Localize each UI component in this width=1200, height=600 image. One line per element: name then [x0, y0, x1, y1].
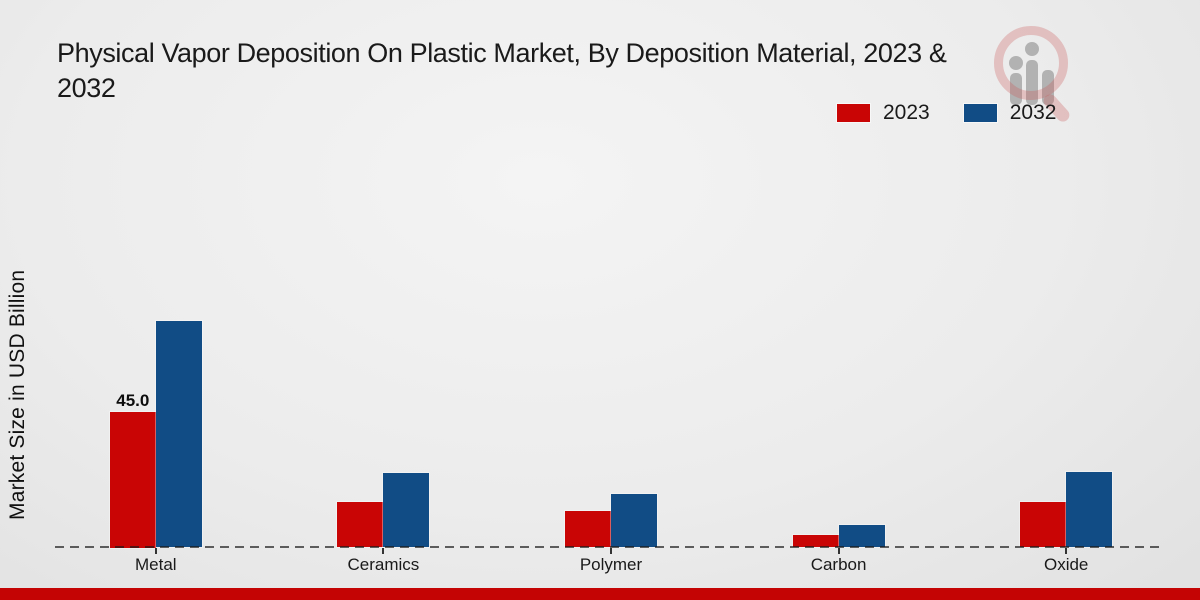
y-axis-label: Market Size in USD Billion: [6, 269, 29, 521]
footer-bar: [0, 588, 1200, 600]
legend-label-2023: 2023: [883, 101, 930, 124]
legend-item-2032: 2032: [963, 101, 1057, 125]
chart-title-line2: 2032: [57, 73, 116, 103]
x-axis-tick-ceramics: [382, 548, 385, 554]
bar-oxide-2032: [1066, 471, 1113, 548]
bar-oxide-2023: [1020, 502, 1067, 548]
category-label-ceramics: Ceramics: [347, 555, 420, 574]
bar-ceramics-2032: [383, 472, 430, 548]
bar-polymer-2023: [565, 510, 611, 548]
x-axis-tick-metal: [154, 548, 157, 554]
bar-carbon-2032: [838, 525, 885, 548]
bar-value-label-metal-2023: 45.0: [116, 390, 150, 410]
legend-swatch-2032: [963, 104, 997, 122]
legend-label-2032: 2032: [1009, 101, 1057, 124]
x-axis-dashed-line: [55, 546, 1161, 548]
bar-carbon-2023: [792, 535, 839, 548]
bar-polymer-2032: [611, 494, 657, 548]
x-axis-tick-oxide: [1065, 548, 1068, 554]
category-label-carbon: Carbon: [810, 555, 867, 574]
bar-ceramics-2023: [337, 502, 384, 548]
chart-title-line1: Physical Vapor Deposition On Plastic Mar…: [57, 38, 947, 68]
chart-title: Physical Vapor Deposition On Plastic Mar…: [57, 36, 1177, 106]
bar-metal-2032: [155, 320, 202, 548]
x-axis-tick-polymer: [610, 548, 612, 554]
magnifier-ring-icon: [994, 26, 1068, 100]
x-axis-tick-carbon: [837, 548, 840, 554]
category-label-polymer: Polymer: [579, 555, 643, 574]
legend: 2023 2032: [837, 101, 1056, 125]
bar-metal-2023: [109, 411, 156, 548]
legend-swatch-2023: [837, 104, 870, 122]
category-label-oxide: Oxide: [1043, 555, 1089, 574]
magnifier-logo-watermark: [980, 18, 1085, 128]
legend-item-2023: 2023: [837, 101, 930, 125]
category-label-metal: Metal: [135, 555, 177, 574]
